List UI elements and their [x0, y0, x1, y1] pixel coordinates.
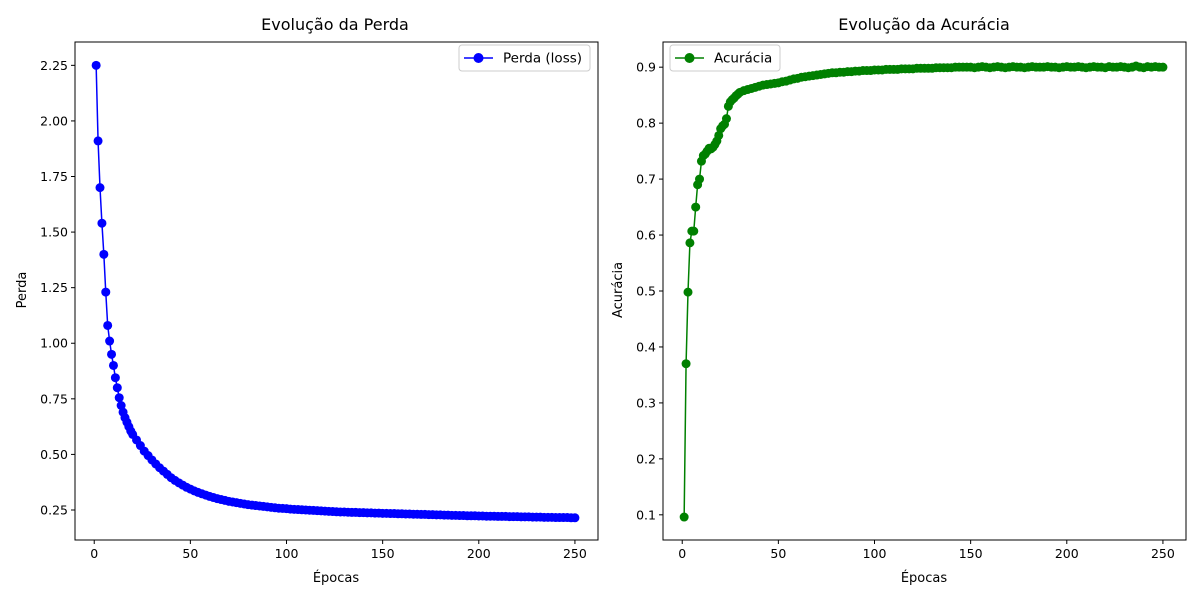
loss-data-point — [91, 60, 101, 70]
accuracy-chart-title: Evolução da Acurácia — [838, 15, 1010, 34]
accuracy-data-point — [681, 359, 691, 369]
accuracy-data-point — [689, 226, 699, 236]
accuracy-ticks: 0 50 100 150 200 250 0.1 0.2 0.3 0.4 0.5 0.6 0.7 0.8 0… — [636, 60, 1175, 561]
loss-data-point — [112, 383, 122, 393]
loss-y-tick-label: 0.25 — [40, 502, 68, 517]
loss-y-tick-label: 1.50 — [40, 225, 68, 240]
loss-axes-frame — [74, 41, 599, 541]
accuracy-y-tick-label: 0.5 — [636, 284, 656, 299]
accuracy-x-tick-label: 200 — [1055, 546, 1079, 561]
accuracy-legend-marker — [684, 53, 695, 63]
accuracy-legend: Acurácia — [669, 44, 781, 72]
accuracy-legend-box — [669, 44, 781, 72]
loss-x-tick-label: 150 — [371, 546, 395, 561]
loss-data-point — [114, 393, 124, 403]
accuracy-legend-label: Acurácia — [714, 51, 772, 67]
accuracy-y-tick-label: 0.9 — [636, 60, 656, 75]
loss-x-axis-label: Épocas — [313, 570, 360, 586]
accuracy-data-point — [685, 238, 695, 248]
loss-x-tick-label: 0 — [90, 546, 98, 561]
loss-x-tick-label: 200 — [467, 546, 491, 561]
loss-legend: Perda (loss) — [458, 44, 591, 72]
accuracy-y-tick-label: 0.1 — [636, 507, 656, 522]
loss-chart: Evolução da Perda Épocas Perda 0 50 100 150… — [15, 15, 599, 586]
accuracy-x-tick-label: 50 — [770, 546, 786, 561]
loss-y-tick-label: 1.75 — [40, 169, 68, 184]
accuracy-data-point — [691, 202, 701, 212]
loss-y-tick-label: 0.75 — [40, 391, 68, 406]
accuracy-y-tick-label: 0.3 — [636, 395, 656, 410]
loss-y-tick-label: 2.25 — [40, 58, 68, 73]
loss-data-point — [570, 513, 580, 523]
loss-y-tick-label: 1.00 — [40, 336, 68, 351]
loss-y-axis-label: Perda — [15, 272, 30, 309]
accuracy-y-tick-label: 0.4 — [636, 339, 656, 354]
accuracy-data-point — [679, 512, 689, 522]
loss-ticks: 0 50 100 150 200 250 0.25 0.50 0.75 1.00 1.25 1.50 1… — [40, 58, 587, 561]
loss-x-tick-label: 100 — [275, 546, 299, 561]
loss-data-point — [97, 218, 107, 228]
loss-data-point — [110, 373, 120, 383]
accuracy-x-axis-label: Épocas — [901, 570, 948, 586]
loss-data-point — [107, 349, 117, 359]
accuracy-y-tick-label: 0.6 — [636, 228, 656, 243]
accuracy-plot-area — [679, 61, 1168, 522]
accuracy-data-point — [1158, 62, 1168, 72]
accuracy-x-tick-label: 0 — [678, 546, 686, 561]
accuracy-x-tick-label: 250 — [1151, 546, 1175, 561]
accuracy-data-point — [683, 287, 693, 297]
loss-chart-title: Evolução da Perda — [261, 15, 409, 34]
accuracy-y-tick-label: 0.2 — [636, 451, 656, 466]
loss-y-tick-label: 0.50 — [40, 447, 68, 462]
loss-data-point — [93, 136, 103, 146]
loss-plot-area — [91, 60, 580, 523]
accuracy-y-tick-label: 0.8 — [636, 116, 656, 131]
loss-x-tick-label: 50 — [182, 546, 198, 561]
accuracy-x-tick-label: 100 — [863, 546, 887, 561]
accuracy-y-tick-label: 0.7 — [636, 172, 656, 187]
loss-data-point — [105, 336, 115, 346]
loss-x-tick-label: 250 — [563, 546, 587, 561]
loss-data-point — [101, 287, 111, 297]
loss-y-tick-label: 1.25 — [40, 280, 68, 295]
loss-data-point — [99, 249, 109, 259]
loss-legend-marker — [473, 53, 484, 63]
loss-data-point — [108, 360, 118, 370]
accuracy-chart: Evolução da Acurácia Épocas Acurácia 0 50… — [611, 15, 1187, 586]
accuracy-data-point — [695, 174, 705, 184]
accuracy-y-axis-label: Acurácia — [611, 262, 626, 318]
accuracy-data-point — [721, 114, 731, 124]
loss-legend-label: Perda (loss) — [503, 51, 582, 67]
accuracy-x-tick-label: 150 — [959, 546, 983, 561]
loss-data-point — [95, 183, 105, 193]
loss-data-point — [103, 320, 113, 330]
loss-y-tick-label: 2.00 — [40, 113, 68, 128]
loss-legend-box — [458, 44, 591, 72]
